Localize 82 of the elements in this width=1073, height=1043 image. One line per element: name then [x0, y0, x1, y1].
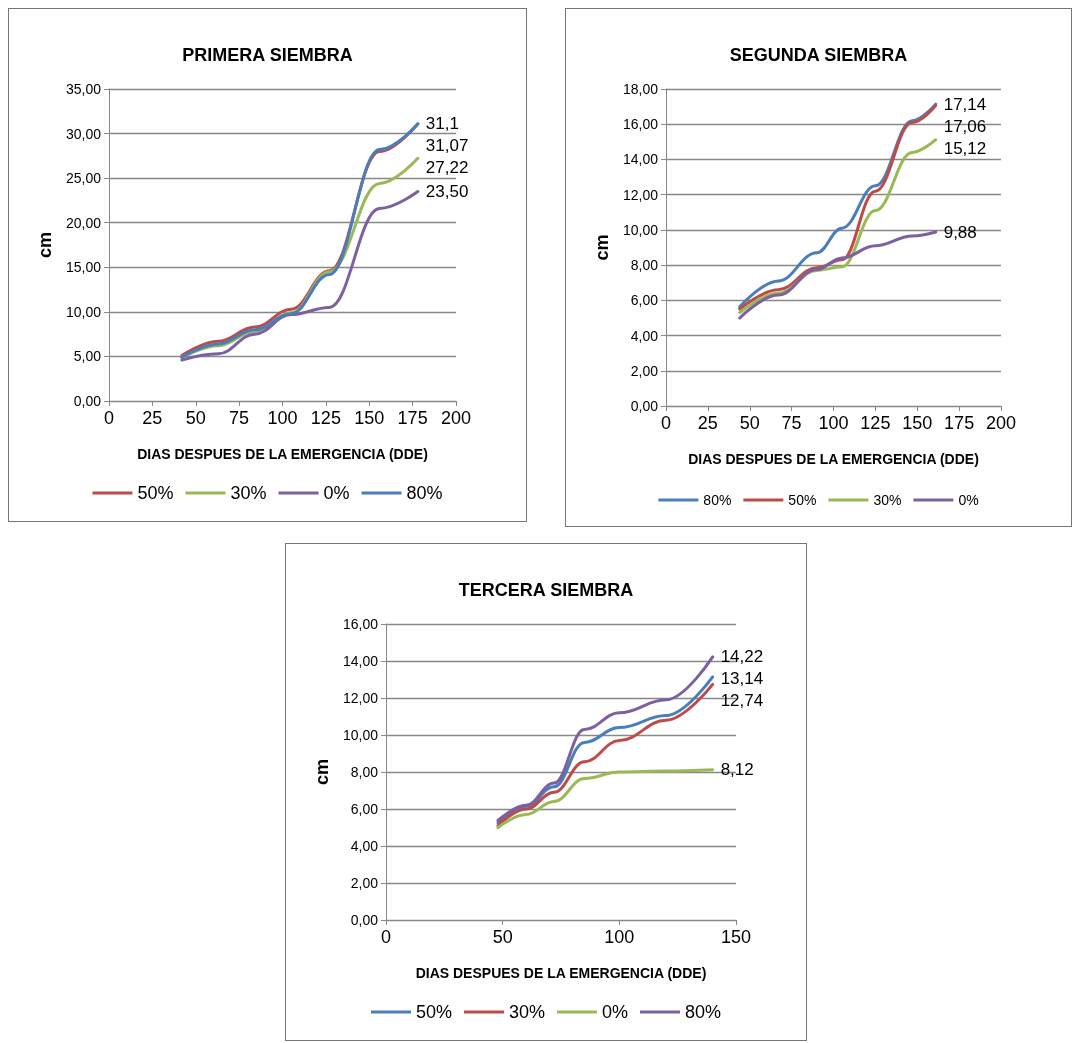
- y-tick-label: 0,00: [350, 912, 379, 928]
- x-tick-label: 125: [860, 413, 891, 433]
- x-tick-label: 25: [142, 408, 163, 428]
- y-tick-label: 0,00: [630, 398, 659, 414]
- legend-label: 80%: [685, 1002, 722, 1022]
- x-tick-label: 75: [781, 413, 802, 433]
- y-tick-label: 10,00: [65, 303, 102, 320]
- legend-label: 30%: [873, 492, 902, 508]
- y-tick-label: 4,00: [350, 838, 379, 854]
- y-tick-label: 8,00: [630, 257, 659, 274]
- y-tick-label: 8,00: [350, 764, 379, 780]
- y-tick-label: 6,00: [630, 292, 659, 309]
- y-tick-label: 16,00: [342, 616, 379, 632]
- x-tick-label: 125: [310, 408, 341, 428]
- x-tick-label: 25: [697, 413, 718, 433]
- y-axis-title: cm: [35, 231, 55, 259]
- y-tick-label: 4,00: [630, 327, 659, 344]
- x-tick-label: 150: [902, 413, 933, 433]
- chart-title: PRIMERA SIEMBRA: [182, 45, 353, 65]
- data-label: 23,50: [425, 182, 469, 202]
- y-tick-label: 12,00: [622, 186, 659, 203]
- y-tick-label: 12,00: [342, 690, 379, 706]
- x-tick-label: 150: [354, 408, 385, 428]
- x-tick-label: 0: [380, 927, 392, 947]
- data-label: 27,22: [425, 158, 469, 178]
- data-label: 14,22: [720, 647, 764, 667]
- y-tick-label: 35,00: [65, 81, 102, 97]
- data-label: 17,06: [943, 116, 987, 136]
- x-tick-label: 50: [739, 413, 760, 433]
- legend-label: 0%: [602, 1002, 629, 1022]
- x-tick-label: 200: [985, 413, 1017, 433]
- x-tick-label: 50: [185, 408, 206, 428]
- x-axis-title: DIAS DESPUES DE LA EMERGENCIA (DDE): [137, 446, 428, 462]
- y-tick-label: 0,00: [73, 393, 102, 409]
- data-label: 31,1: [425, 114, 459, 134]
- data-label: 31,07: [425, 136, 469, 156]
- x-tick-label: 50: [492, 927, 513, 947]
- data-label: 13,14: [720, 669, 764, 689]
- y-tick-label: 10,00: [342, 727, 379, 743]
- y-tick-label: 30,00: [65, 125, 102, 142]
- x-tick-label: 0: [660, 413, 672, 433]
- legend-label: 50%: [415, 1002, 452, 1022]
- x-axis-title: DIAS DESPUES DE LA EMERGENCIA (DDE): [688, 451, 979, 467]
- legend-label: 80%: [703, 492, 732, 508]
- y-tick-label: 16,00: [622, 116, 659, 133]
- x-tick-label: 175: [397, 408, 428, 428]
- legend-label: 30%: [230, 483, 267, 503]
- y-tick-label: 18,00: [622, 81, 659, 97]
- x-tick-label: 200: [440, 408, 472, 428]
- x-tick-label: 100: [267, 408, 298, 428]
- legend-label: 80%: [406, 483, 443, 503]
- y-tick-label: 20,00: [65, 214, 102, 231]
- y-tick-label: 6,00: [350, 801, 379, 817]
- data-label: 17,14: [943, 94, 987, 114]
- data-label: 8,12: [720, 760, 754, 780]
- y-tick-label: 2,00: [350, 875, 379, 891]
- x-axis-title: DIAS DESPUES DE LA EMERGENCIA (DDE): [415, 965, 707, 981]
- data-label: 15,12: [943, 138, 987, 158]
- legend-label: 30%: [508, 1002, 546, 1022]
- x-tick-label: 150: [720, 927, 752, 947]
- legend-label: 0%: [958, 492, 979, 508]
- x-tick-label: 100: [604, 927, 635, 947]
- y-tick-label: 10,00: [622, 221, 659, 238]
- legend-label: 50%: [137, 483, 174, 503]
- data-label: 12,74: [720, 691, 764, 711]
- y-tick-label: 15,00: [65, 259, 102, 276]
- legend-label: 50%: [788, 492, 817, 508]
- y-tick-label: 2,00: [630, 362, 659, 379]
- y-axis-title: cm: [312, 758, 332, 786]
- x-tick-label: 0: [103, 408, 115, 428]
- chart-title: SEGUNDA SIEMBRA: [729, 45, 908, 65]
- y-tick-label: 14,00: [622, 151, 659, 168]
- x-tick-label: 175: [944, 413, 975, 433]
- y-tick-label: 25,00: [65, 170, 102, 187]
- y-tick-label: 5,00: [73, 348, 102, 365]
- data-label: 9,88: [943, 222, 977, 242]
- x-tick-label: 75: [229, 408, 250, 428]
- chart-title: TERCERA SIEMBRA: [458, 580, 634, 600]
- y-tick-label: 14,00: [342, 653, 379, 669]
- x-tick-label: 100: [818, 413, 849, 433]
- legend-label: 0%: [323, 483, 350, 503]
- y-axis-title: cm: [592, 234, 612, 261]
